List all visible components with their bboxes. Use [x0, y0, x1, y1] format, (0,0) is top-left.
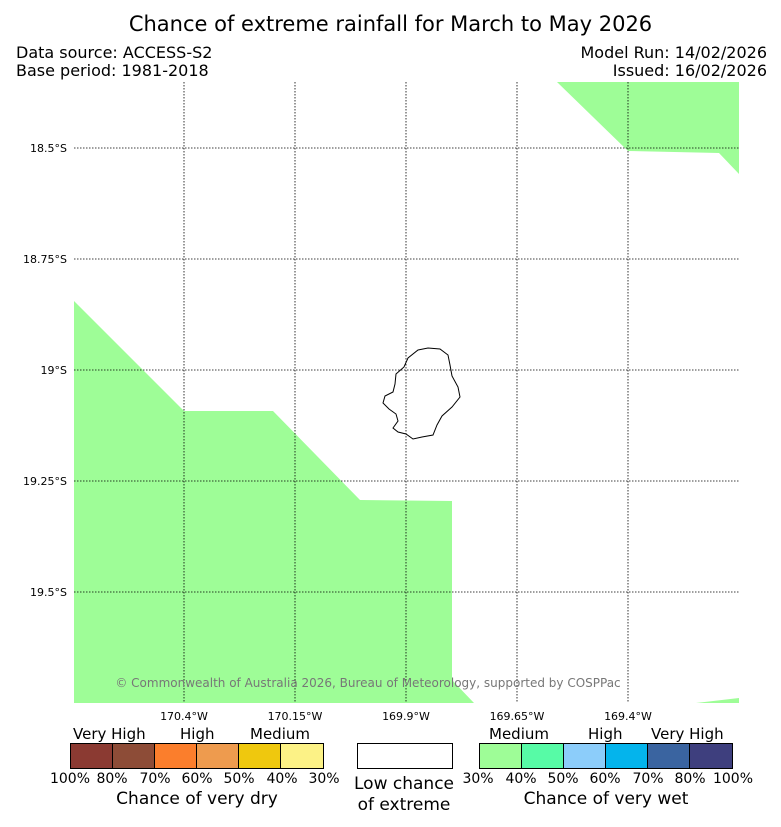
model-run-text: Model Run: 14/02/2026	[580, 43, 768, 62]
lon-label: 169.4°W	[604, 710, 652, 720]
lat-label: 18.75°S	[23, 253, 67, 266]
low-chance-line1: Low chance	[354, 774, 454, 794]
wet-pct-label: 50%	[547, 771, 579, 787]
wet-pct-label: 60%	[589, 771, 621, 787]
lat-label: 19.25°S	[23, 475, 67, 488]
lon-label: 170.4°W	[160, 710, 208, 720]
copyright-text: © Commonwealth of Australia 2026, Bureau…	[115, 676, 620, 690]
wet-region-northeast	[557, 82, 739, 174]
wet-color-scale	[479, 743, 733, 769]
data-source-text: Data source: ACCESS-S2	[16, 43, 213, 62]
dry-pct-label: 60%	[181, 771, 213, 787]
issued-text: Issued: 16/02/2026	[612, 61, 767, 80]
dry-pct-label: 80%	[96, 771, 128, 787]
dry-color-scale	[70, 743, 324, 769]
wet-pct-label: 70%	[632, 771, 664, 787]
low-chance-swatch	[357, 743, 453, 769]
dry-swatch	[281, 744, 323, 768]
wet-caption: Chance of very wet	[523, 789, 689, 809]
wet-region-southwest	[74, 301, 474, 703]
map-panel: 18.5°S 18.75°S 19°S 19.25°S 19.5°S 170.4…	[23, 82, 739, 720]
dry-pct-label: 70%	[139, 771, 171, 787]
dry-swatch	[239, 744, 281, 768]
base-period-text: Base period: 1981-2018	[16, 61, 209, 80]
wet-swatch	[690, 744, 732, 768]
dry-swatch	[71, 744, 113, 768]
lon-label: 169.65°W	[490, 710, 545, 720]
dry-pct-label: 50%	[223, 771, 255, 787]
map-title: Chance of extreme rainfall for March to …	[128, 12, 653, 36]
dry-pct-label: 100%	[49, 771, 91, 787]
model-run-block: Model Run: 14/02/2026 Issued: 16/02/2026	[581, 44, 768, 80]
lat-label: 19.5°S	[30, 586, 67, 599]
wet-swatch	[564, 744, 606, 768]
data-source-block: Data source: ACCESS-S2 Base period: 1981…	[16, 44, 212, 80]
wet-swatch	[648, 744, 690, 768]
lon-label: 169.9°W	[382, 710, 430, 720]
lon-label: 170.15°W	[268, 710, 323, 720]
dry-category-medium: Medium	[250, 725, 310, 743]
dry-caption: Chance of very dry	[116, 789, 278, 809]
island-outline	[382, 347, 461, 440]
dry-swatch	[197, 744, 239, 768]
wet-category-high: High	[588, 725, 623, 743]
dry-pct-label: 40%	[266, 771, 298, 787]
wet-pct-label: 40%	[505, 771, 537, 787]
wet-pct-label: 30%	[462, 771, 494, 787]
lat-label: 18.5°S	[30, 142, 67, 155]
dry-swatch	[155, 744, 197, 768]
wet-category-medium: Medium	[489, 725, 549, 743]
wet-region-southeast-sliver	[696, 698, 739, 703]
dry-category-very-high: Very High	[73, 725, 146, 743]
lat-label: 19°S	[41, 364, 67, 377]
wet-swatch	[480, 744, 522, 768]
wet-swatch	[606, 744, 648, 768]
dry-category-high: High	[180, 725, 215, 743]
low-chance-line2: of extreme	[357, 795, 451, 815]
wet-pct-label: 80%	[674, 771, 706, 787]
dry-pct-label: 30%	[308, 771, 340, 787]
low-chance-caption: Low chance of extreme	[340, 774, 468, 816]
dry-swatch	[113, 744, 155, 768]
wet-swatch	[522, 744, 564, 768]
wet-category-very-high: Very High	[651, 725, 724, 743]
wet-pct-label: 100%	[712, 771, 754, 787]
